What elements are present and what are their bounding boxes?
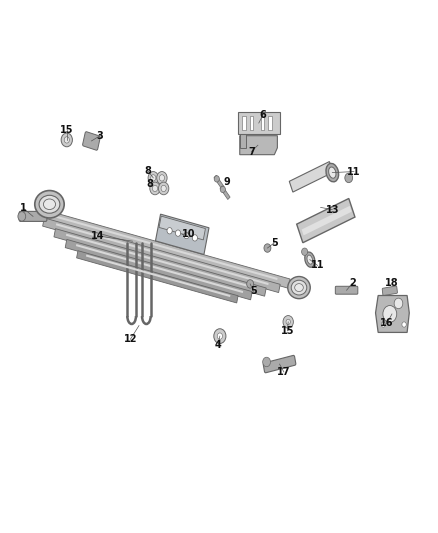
Text: 11: 11 — [347, 166, 360, 176]
Circle shape — [283, 316, 293, 328]
Bar — [237, 112, 280, 134]
Ellipse shape — [39, 195, 60, 213]
Circle shape — [263, 357, 270, 367]
Text: 8: 8 — [146, 179, 153, 189]
Bar — [42, 218, 280, 293]
Circle shape — [302, 248, 307, 255]
Text: 8: 8 — [144, 166, 151, 175]
Circle shape — [264, 244, 271, 252]
Bar — [214, 175, 224, 189]
Bar — [289, 161, 333, 192]
Circle shape — [176, 230, 180, 236]
Text: 3: 3 — [97, 131, 103, 141]
Text: 16: 16 — [380, 318, 393, 328]
Circle shape — [214, 176, 219, 182]
FancyBboxPatch shape — [19, 212, 47, 221]
Circle shape — [152, 185, 158, 191]
Circle shape — [381, 322, 385, 327]
Bar — [65, 239, 252, 300]
FancyBboxPatch shape — [83, 132, 100, 150]
Polygon shape — [240, 136, 277, 155]
Text: 12: 12 — [124, 334, 137, 344]
Text: 18: 18 — [385, 278, 399, 288]
Text: 17: 17 — [277, 367, 291, 377]
Bar — [297, 198, 355, 243]
Text: 13: 13 — [325, 205, 339, 215]
Text: 11: 11 — [311, 261, 325, 270]
FancyBboxPatch shape — [263, 356, 296, 373]
Ellipse shape — [291, 280, 307, 295]
Ellipse shape — [307, 255, 313, 264]
FancyBboxPatch shape — [382, 286, 397, 295]
Bar — [56, 223, 268, 285]
Bar — [54, 229, 266, 296]
Circle shape — [150, 182, 160, 195]
Ellipse shape — [288, 277, 310, 298]
Text: 7: 7 — [248, 147, 255, 157]
Bar — [66, 233, 256, 289]
Ellipse shape — [326, 164, 339, 182]
Circle shape — [61, 133, 72, 147]
Text: 6: 6 — [260, 110, 266, 119]
Text: 15: 15 — [281, 326, 294, 336]
Circle shape — [159, 182, 169, 195]
Circle shape — [18, 212, 26, 221]
Text: 9: 9 — [223, 177, 230, 187]
Ellipse shape — [35, 191, 64, 218]
Bar — [155, 214, 209, 255]
Circle shape — [64, 137, 69, 143]
Text: 5: 5 — [250, 286, 257, 296]
Circle shape — [157, 172, 167, 184]
Circle shape — [159, 175, 165, 181]
Ellipse shape — [43, 199, 56, 209]
Polygon shape — [375, 295, 409, 333]
Circle shape — [217, 333, 223, 340]
Circle shape — [161, 185, 166, 191]
Bar — [302, 206, 352, 236]
Bar — [86, 254, 230, 297]
Bar — [77, 251, 238, 303]
Bar — [242, 116, 246, 131]
Circle shape — [214, 329, 226, 343]
Text: 2: 2 — [349, 278, 356, 288]
Circle shape — [383, 305, 397, 322]
FancyBboxPatch shape — [336, 286, 358, 294]
Bar — [220, 186, 230, 199]
Circle shape — [220, 186, 226, 192]
Ellipse shape — [305, 252, 315, 267]
Bar — [261, 116, 264, 131]
Circle shape — [402, 322, 406, 327]
Circle shape — [394, 298, 403, 309]
Bar — [159, 216, 205, 240]
Text: 15: 15 — [60, 125, 74, 135]
Ellipse shape — [328, 167, 336, 178]
Circle shape — [167, 228, 172, 234]
Text: 14: 14 — [91, 231, 105, 241]
Polygon shape — [240, 130, 246, 148]
Circle shape — [345, 173, 353, 183]
Circle shape — [151, 175, 156, 181]
Text: 1: 1 — [20, 204, 27, 214]
Circle shape — [192, 235, 198, 241]
Circle shape — [184, 232, 189, 239]
Ellipse shape — [295, 284, 304, 292]
Circle shape — [148, 172, 159, 184]
Text: 4: 4 — [215, 340, 222, 350]
Bar — [250, 116, 253, 131]
Bar — [268, 116, 272, 131]
Text: 5: 5 — [271, 238, 278, 248]
Circle shape — [247, 280, 254, 288]
Bar — [35, 208, 290, 288]
Bar — [76, 244, 243, 293]
Text: 10: 10 — [182, 229, 195, 239]
Bar — [49, 214, 278, 280]
Circle shape — [286, 319, 290, 325]
